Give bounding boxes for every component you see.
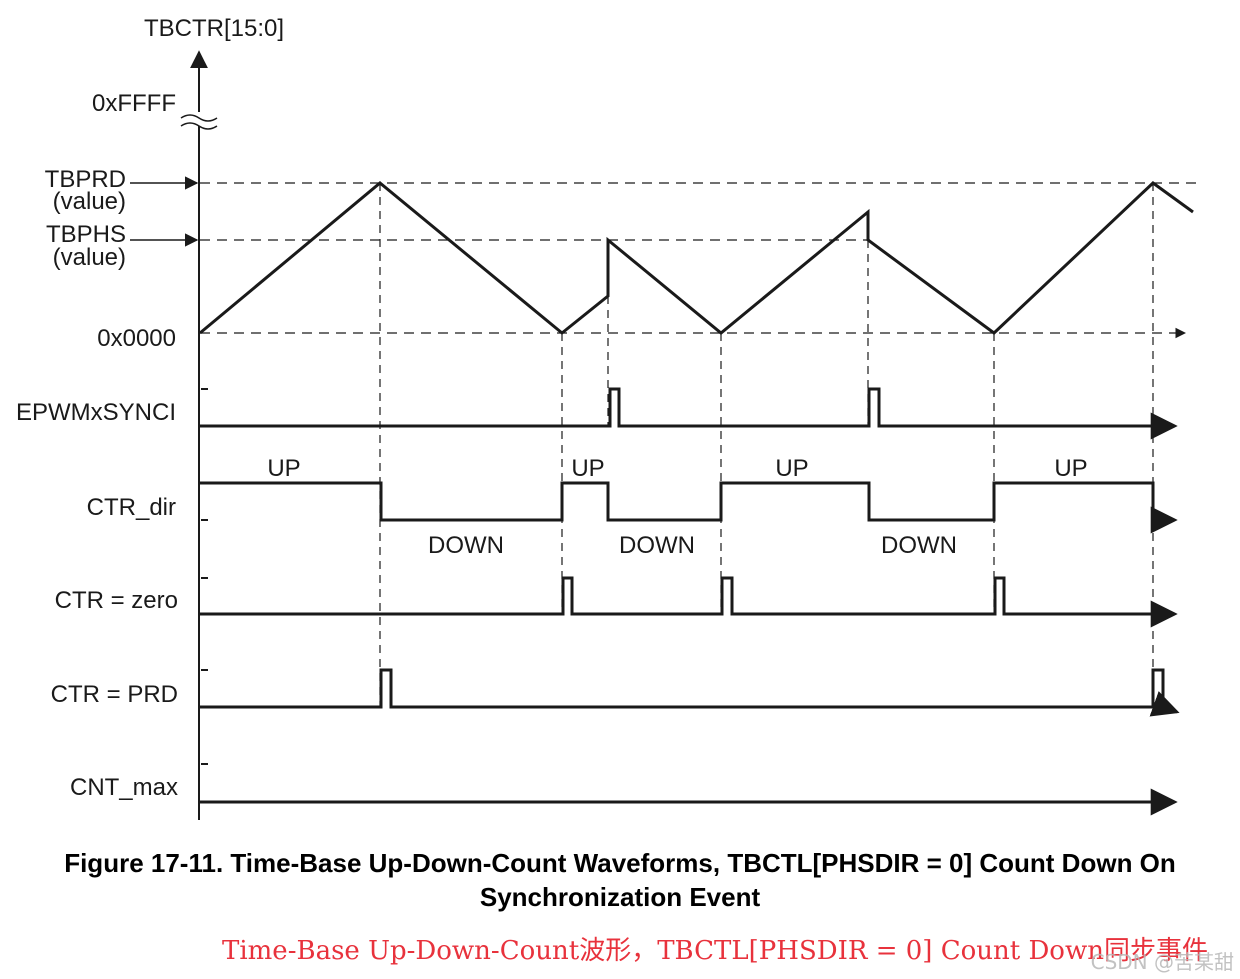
ctr-zero-signal (200, 576, 1178, 628)
level-label-tbprd: TBPRD (45, 166, 126, 193)
sync-signal (200, 387, 1178, 440)
dir-label-up-2: UP (571, 455, 604, 482)
dir-label-up-1: UP (267, 455, 300, 482)
translated-caption: Time-Base Up-Down-Count波形，TBCTL[PHSDIR =… (222, 936, 1208, 966)
signal-label-dir: CTR_dir (87, 494, 176, 521)
level-label-tbprd-sub: (value) (53, 188, 126, 215)
level-label-zero: 0x0000 (97, 325, 176, 352)
level-label-tbphs-sub: (value) (53, 244, 126, 271)
y-axis-label: TBCTR[15:0] (144, 15, 284, 42)
ctr-prd-signal (200, 668, 1180, 717)
signal-label-zero: CTR = zero (55, 587, 178, 614)
watermark: CSDN @苦某甜 (1090, 950, 1234, 974)
dir-label-down-2: DOWN (619, 532, 695, 559)
figure-caption: Figure 17-11. Time-Base Up-Down-Count Wa… (0, 846, 1240, 914)
event-lines (379, 183, 1154, 708)
dir-label-up-4: UP (1054, 455, 1087, 482)
dir-label-down-3: DOWN (881, 532, 957, 559)
dir-label-down-1: DOWN (428, 532, 504, 559)
level-label-max: 0xFFFF (92, 90, 176, 117)
figure-caption-line-2: Synchronization Event (479, 882, 761, 912)
signal-label-sync: EPWMxSYNCI (16, 399, 176, 426)
axis-break-mark (180, 114, 218, 130)
counter-waveform (199, 181, 1194, 335)
signal-label-prd: CTR = PRD (51, 681, 178, 708)
figure-caption-line-1: Figure 17-11. Time-Base Up-Down-Count Wa… (64, 848, 1176, 878)
timing-diagram: TBCTR[15:0] 0xFFFF TBPRD (value) TBPHS (… (16, 15, 1200, 820)
signal-label-max: CNT_max (70, 774, 178, 801)
dir-signal (200, 481, 1178, 534)
dir-label-up-3: UP (775, 455, 808, 482)
level-label-tbphs: TBPHS (46, 221, 126, 248)
